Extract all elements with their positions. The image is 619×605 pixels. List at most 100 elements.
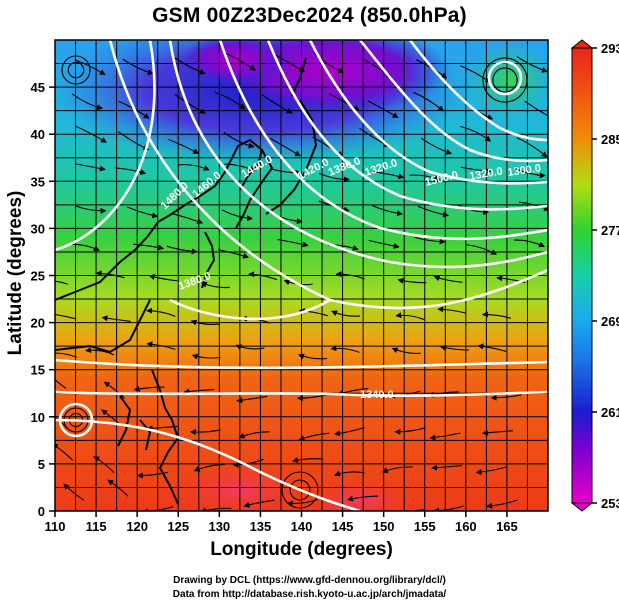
streamline — [486, 499, 518, 509]
streamline — [63, 483, 85, 501]
streamline — [439, 344, 469, 351]
streamline — [55, 379, 67, 390]
streamline — [200, 507, 232, 511]
streamline — [420, 137, 453, 155]
streamline — [55, 313, 77, 320]
x-tick-label: 140 — [291, 519, 313, 534]
x-axis: 110 115 120 125 130 135 140 145 150 155 160 165 — [45, 511, 518, 534]
streamline — [475, 466, 507, 476]
streamline — [460, 65, 492, 84]
credit-data: Data from http://database.rish.kyoto-u.a… — [172, 589, 447, 600]
colorbar-tick-label: 253 — [601, 496, 619, 511]
streamline — [235, 344, 265, 350]
streamline — [347, 495, 379, 502]
streamline — [431, 464, 463, 471]
streamline — [466, 244, 498, 255]
streamline — [298, 307, 328, 317]
streamline — [55, 280, 68, 285]
x-tick-label: 130 — [208, 519, 230, 534]
streamline — [133, 243, 165, 251]
y-axis: 0 5 10 15 20 25 30 35 40 45 — [31, 80, 55, 519]
warm-anomaly — [465, 40, 548, 120]
streamline — [417, 205, 450, 218]
streamline — [183, 388, 215, 395]
streamline — [414, 236, 446, 245]
x-tick-label: 150 — [373, 519, 395, 534]
wind-streamlines — [55, 52, 548, 511]
streamline — [236, 395, 268, 404]
colorbar: 253 261 269 277 285 293 — [570, 39, 619, 512]
streamline — [189, 429, 221, 436]
streamline — [524, 100, 548, 117]
streamline — [174, 57, 206, 75]
streamline — [318, 172, 351, 183]
streamline — [148, 274, 178, 282]
streamline — [381, 466, 413, 474]
contour-label: 1320.0 — [468, 165, 503, 183]
contour-label: 1340.0 — [360, 389, 394, 401]
streamline — [127, 206, 159, 219]
streamline-swirl — [281, 471, 319, 509]
streamline — [193, 463, 225, 472]
streamline — [146, 341, 176, 350]
colorbar-tick-label: 277 — [601, 223, 619, 238]
streamline — [328, 93, 360, 111]
x-tick-label: 160 — [455, 519, 477, 534]
streamline — [331, 310, 361, 317]
streamline — [238, 431, 270, 439]
streamline — [274, 53, 306, 73]
streamline — [391, 347, 421, 354]
streamline — [166, 245, 198, 255]
streamline — [409, 174, 441, 181]
streamline — [335, 271, 365, 280]
streamline — [269, 137, 301, 157]
streamline — [367, 100, 399, 118]
streamline — [146, 425, 178, 432]
streamline — [371, 204, 404, 217]
x-tick-label: 145 — [332, 519, 354, 534]
streamline — [397, 277, 427, 284]
x-tick-label: 135 — [250, 519, 272, 534]
streamline — [437, 306, 467, 314]
x-tick-label: 110 — [45, 519, 66, 534]
streamline — [85, 347, 115, 356]
streamline — [248, 271, 278, 281]
x-tick-label: 115 — [86, 519, 107, 534]
streamline-swirl — [289, 479, 311, 501]
chart-title: GSM 00Z23Dec2024 (850.0hPa) — [152, 4, 467, 27]
streamline — [55, 352, 77, 358]
y-tick-label: 40 — [31, 127, 45, 142]
contour-label: 1300.0 — [507, 162, 542, 179]
streamline — [292, 457, 324, 463]
streamline — [93, 456, 115, 474]
streamline — [433, 275, 463, 283]
colorbar-bottom-arrow — [570, 502, 594, 512]
streamline — [477, 343, 507, 352]
streamline — [277, 238, 309, 248]
x-axis-label: Longitude (degrees) — [210, 539, 393, 560]
y-tick-label: 0 — [38, 504, 45, 519]
colorbar-bar — [571, 47, 593, 504]
streamline — [457, 204, 490, 216]
x-tick-label: 125 — [167, 519, 189, 534]
colorbar-tick-label: 285 — [601, 132, 619, 147]
streamline — [514, 239, 546, 248]
y-tick-label: 20 — [31, 316, 45, 331]
streamline — [133, 385, 165, 392]
streamline-swirl — [67, 61, 85, 79]
streamline — [373, 171, 405, 180]
streamline — [218, 249, 250, 259]
streamline — [191, 353, 221, 360]
streamline — [190, 319, 220, 326]
streamline — [224, 52, 256, 71]
streamline — [74, 163, 106, 172]
streamline — [142, 506, 174, 511]
x-tick-label: 120 — [126, 519, 148, 534]
streamline — [71, 93, 104, 111]
streamline — [136, 471, 168, 479]
y-tick-label: 15 — [31, 363, 45, 378]
streamline — [95, 270, 125, 279]
streamline — [75, 205, 107, 214]
streamline — [409, 509, 425, 511]
